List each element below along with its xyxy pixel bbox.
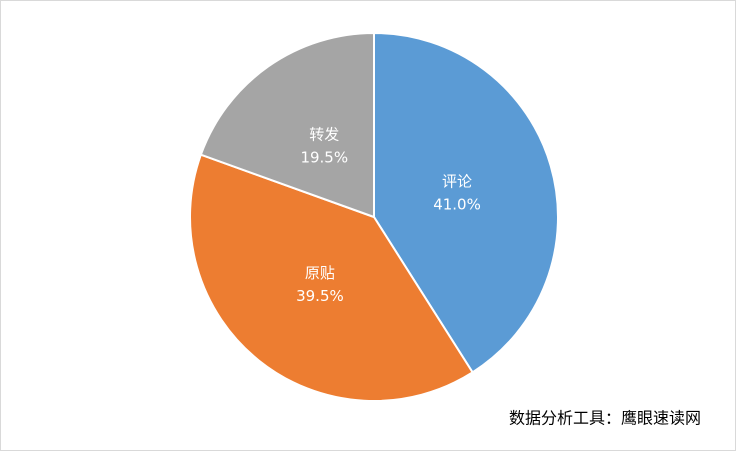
pie-slice: [189, 153, 474, 402]
slice-label: 评论: [442, 172, 472, 190]
slice-label: 原贴: [305, 264, 335, 282]
annotation: 数据分析工具：鹰眼速读网: [509, 409, 701, 428]
pie-slice: [199, 31, 375, 219]
pie-slice: [373, 31, 559, 374]
slice-label: 转发: [309, 126, 339, 144]
slice-value-label: 41.0%: [433, 195, 481, 213]
slice-value-label: 39.5%: [296, 287, 344, 305]
slice-value-label: 19.5%: [300, 149, 348, 167]
